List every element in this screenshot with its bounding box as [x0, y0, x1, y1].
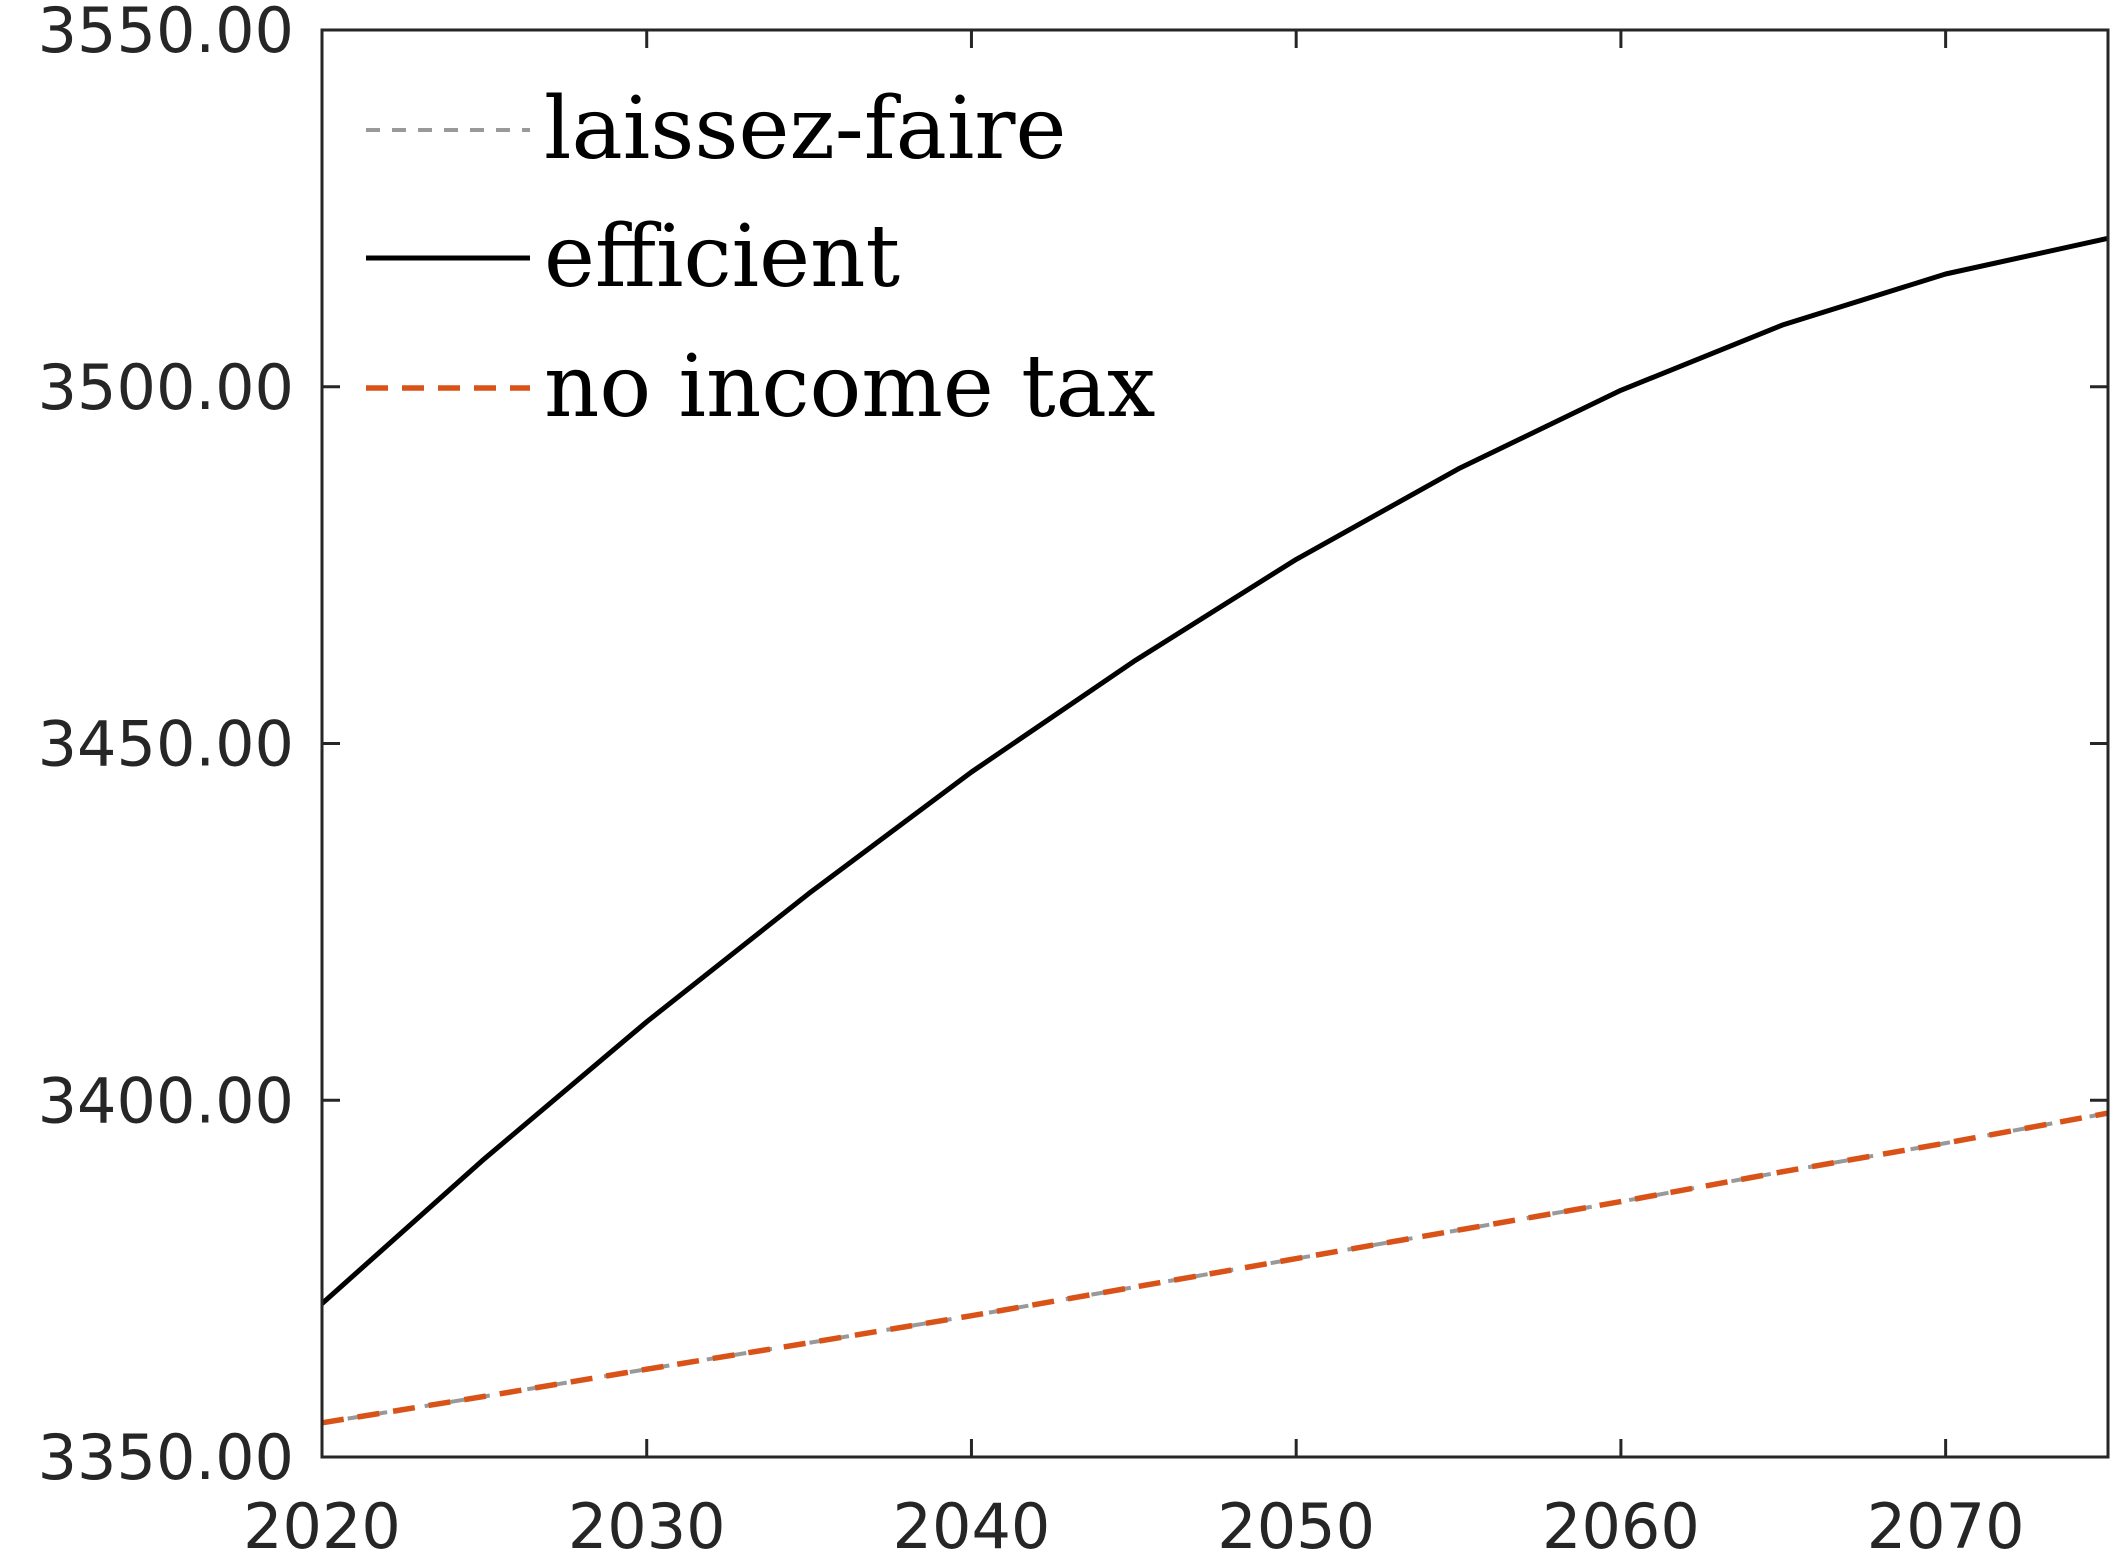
series-line-no-income-tax — [321, 1110, 2109, 1426]
y-tick-label: 3400.00 — [38, 1064, 294, 1137]
y-tick-label: 3500.00 — [38, 351, 294, 424]
legend: laissez-faire efficient no income tax — [366, 79, 1155, 437]
legend-label-no-income-tax: no income tax — [544, 337, 1155, 437]
x-tick-label: 2030 — [568, 1490, 726, 1554]
x-tick-label: 2060 — [1542, 1490, 1700, 1554]
x-tick-label: 2020 — [243, 1490, 401, 1554]
plot-background — [322, 30, 2108, 1457]
plot-area — [322, 30, 2108, 1457]
series-line-laissez-faire — [321, 1111, 2109, 1425]
y-tick-label: 3450.00 — [38, 708, 294, 781]
series-line-efficient — [320, 235, 2109, 1306]
legend-label-efficient: efficient — [544, 207, 900, 307]
axes-layer: 2020 2030 2040 2050 2060 2070 3350.00 3400.00 34… — [38, 0, 2110, 1554]
y-tick-label: 3350.00 — [38, 1421, 294, 1494]
x-tick-label: 2050 — [1217, 1490, 1375, 1554]
x-tick-label: 2070 — [1867, 1490, 2025, 1554]
legend-label-laissez-faire: laissez-faire — [544, 79, 1066, 179]
y-tick-label: 3550.00 — [38, 0, 294, 67]
x-tick-label: 2040 — [893, 1490, 1051, 1554]
series-layer — [320, 235, 2109, 1426]
